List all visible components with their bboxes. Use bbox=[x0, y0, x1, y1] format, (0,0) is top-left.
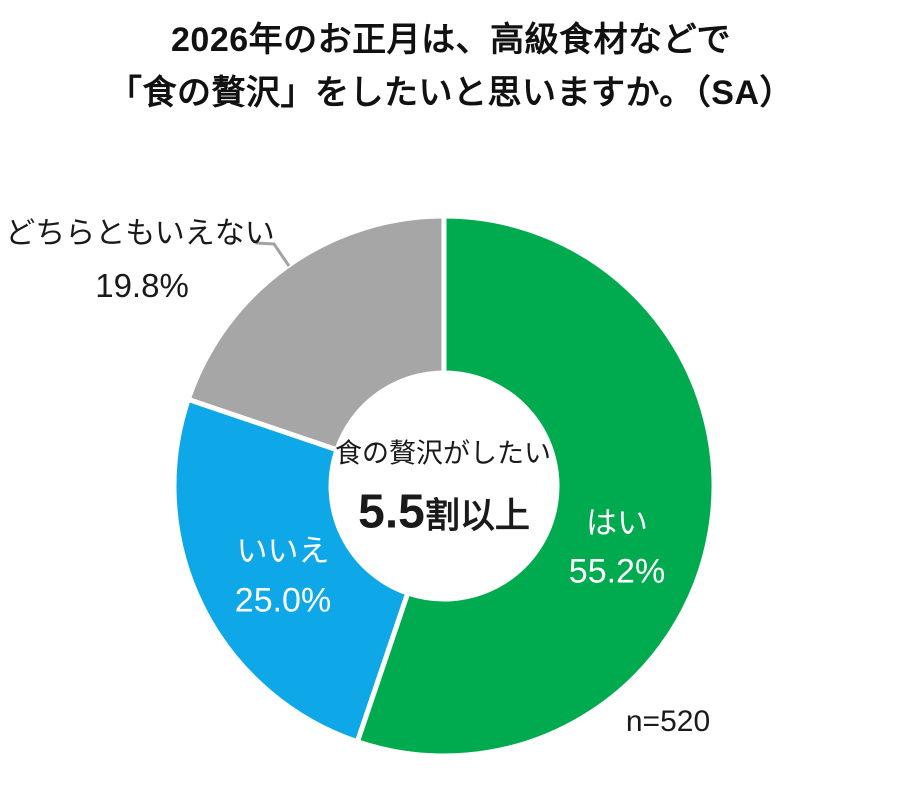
slice-label-yes: はい bbox=[586, 505, 648, 541]
slice-label-no: いいえ bbox=[236, 533, 330, 569]
donut-center-value-number: 5.5 bbox=[358, 485, 425, 539]
donut-center-value-suffix: 割以上 bbox=[424, 496, 530, 536]
donut-center-caption: 食の贅沢がしたい bbox=[335, 438, 551, 469]
pie-slice-no bbox=[171, 396, 411, 745]
slice-label-neither: どちらともいえない bbox=[5, 217, 275, 250]
leader-line-neither bbox=[255, 241, 291, 267]
pie-slice-neither bbox=[185, 213, 447, 453]
chart-title-line2: 「食の贅沢」をしたいと思いますか。（SA） bbox=[107, 74, 795, 112]
pie-slice-yes bbox=[354, 213, 717, 759]
donut-center-value: 5.5割以上 bbox=[358, 485, 530, 540]
chart-title: 2026年のお正月は、高級食材などで 「食の贅沢」をしたいと思いますか。（SA） bbox=[0, 14, 902, 120]
slice-pct-yes: 55.2% bbox=[568, 552, 666, 591]
slice-pct-neither: 19.8% bbox=[95, 267, 189, 304]
slice-pct-no: 25.0% bbox=[234, 581, 332, 620]
donut-slices bbox=[171, 213, 717, 759]
sample-size-label: n=520 bbox=[625, 705, 711, 738]
chart-title-line1: 2026年のお正月は、高級食材などで bbox=[171, 21, 731, 59]
